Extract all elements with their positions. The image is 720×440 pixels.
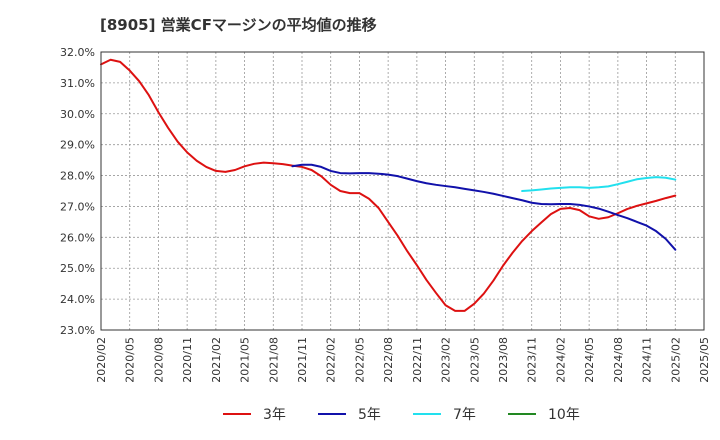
x-tick-label: 2025/02 <box>669 337 682 383</box>
y-axis: 23.0% 24.0% 25.0% 26.0% 27.0% 28.0% 29.0% 30.0%… <box>60 46 95 337</box>
y-tick-label: 28.0% <box>60 170 95 183</box>
x-axis: 2020/02 2020/05 2020/08 2020/11 2021/02 2021/… <box>95 337 711 383</box>
x-tick-label: 2022/11 <box>411 337 424 383</box>
y-tick-label: 30.0% <box>60 108 95 121</box>
x-tick-label: 2021/08 <box>267 337 280 383</box>
x-tick-label: 2024/11 <box>641 337 654 383</box>
y-tick-label: 32.0% <box>60 46 95 59</box>
series-line <box>291 163 677 251</box>
x-tick-label: 2021/05 <box>239 337 252 383</box>
y-tick-label: 29.0% <box>60 139 95 152</box>
y-tick-label: 27.0% <box>60 200 95 213</box>
series-line <box>100 58 677 312</box>
x-tick-label: 2022/05 <box>353 337 366 383</box>
x-tick-label: 2024/02 <box>554 337 567 383</box>
legend-label: 7年 <box>453 407 476 423</box>
x-tick-label: 2023/05 <box>468 337 481 383</box>
x-tick-label: 2023/02 <box>440 337 453 383</box>
x-tick-label: 2020/11 <box>181 337 194 383</box>
series-line <box>521 176 677 192</box>
plot-frame <box>100 51 705 331</box>
x-tick-label: 2024/05 <box>583 337 596 383</box>
y-tick-label: 23.0% <box>60 324 95 337</box>
x-tick-label: 2021/02 <box>210 337 223 383</box>
x-tick-label: 2025/05 <box>698 337 711 383</box>
x-tick-label: 2021/11 <box>296 337 309 383</box>
x-tick-label: 2020/08 <box>152 337 165 383</box>
legend-label: 10年 <box>548 407 580 423</box>
y-tick-label: 25.0% <box>60 262 95 275</box>
x-tick-label: 2020/02 <box>95 337 108 383</box>
y-tick-label: 31.0% <box>60 77 95 90</box>
legend-label: 5年 <box>358 407 381 423</box>
x-tick-label: 2024/08 <box>612 337 625 383</box>
series-lines <box>100 58 677 312</box>
legend: 3年 5年 7年 10年 <box>223 407 580 423</box>
x-tick-label: 2022/08 <box>382 337 395 383</box>
x-tick-label: 2023/08 <box>497 337 510 383</box>
x-tick-label: 2023/11 <box>526 337 539 383</box>
x-tick-label: 2020/05 <box>124 337 137 383</box>
x-tick-label: 2022/02 <box>325 337 338 383</box>
legend-label: 3年 <box>263 407 286 423</box>
y-tick-label: 26.0% <box>60 231 95 244</box>
y-tick-label: 24.0% <box>60 293 95 306</box>
chart-title: [8905] 営業CFマージンの平均値の推移 <box>100 16 377 34</box>
grid-lines <box>100 51 705 331</box>
